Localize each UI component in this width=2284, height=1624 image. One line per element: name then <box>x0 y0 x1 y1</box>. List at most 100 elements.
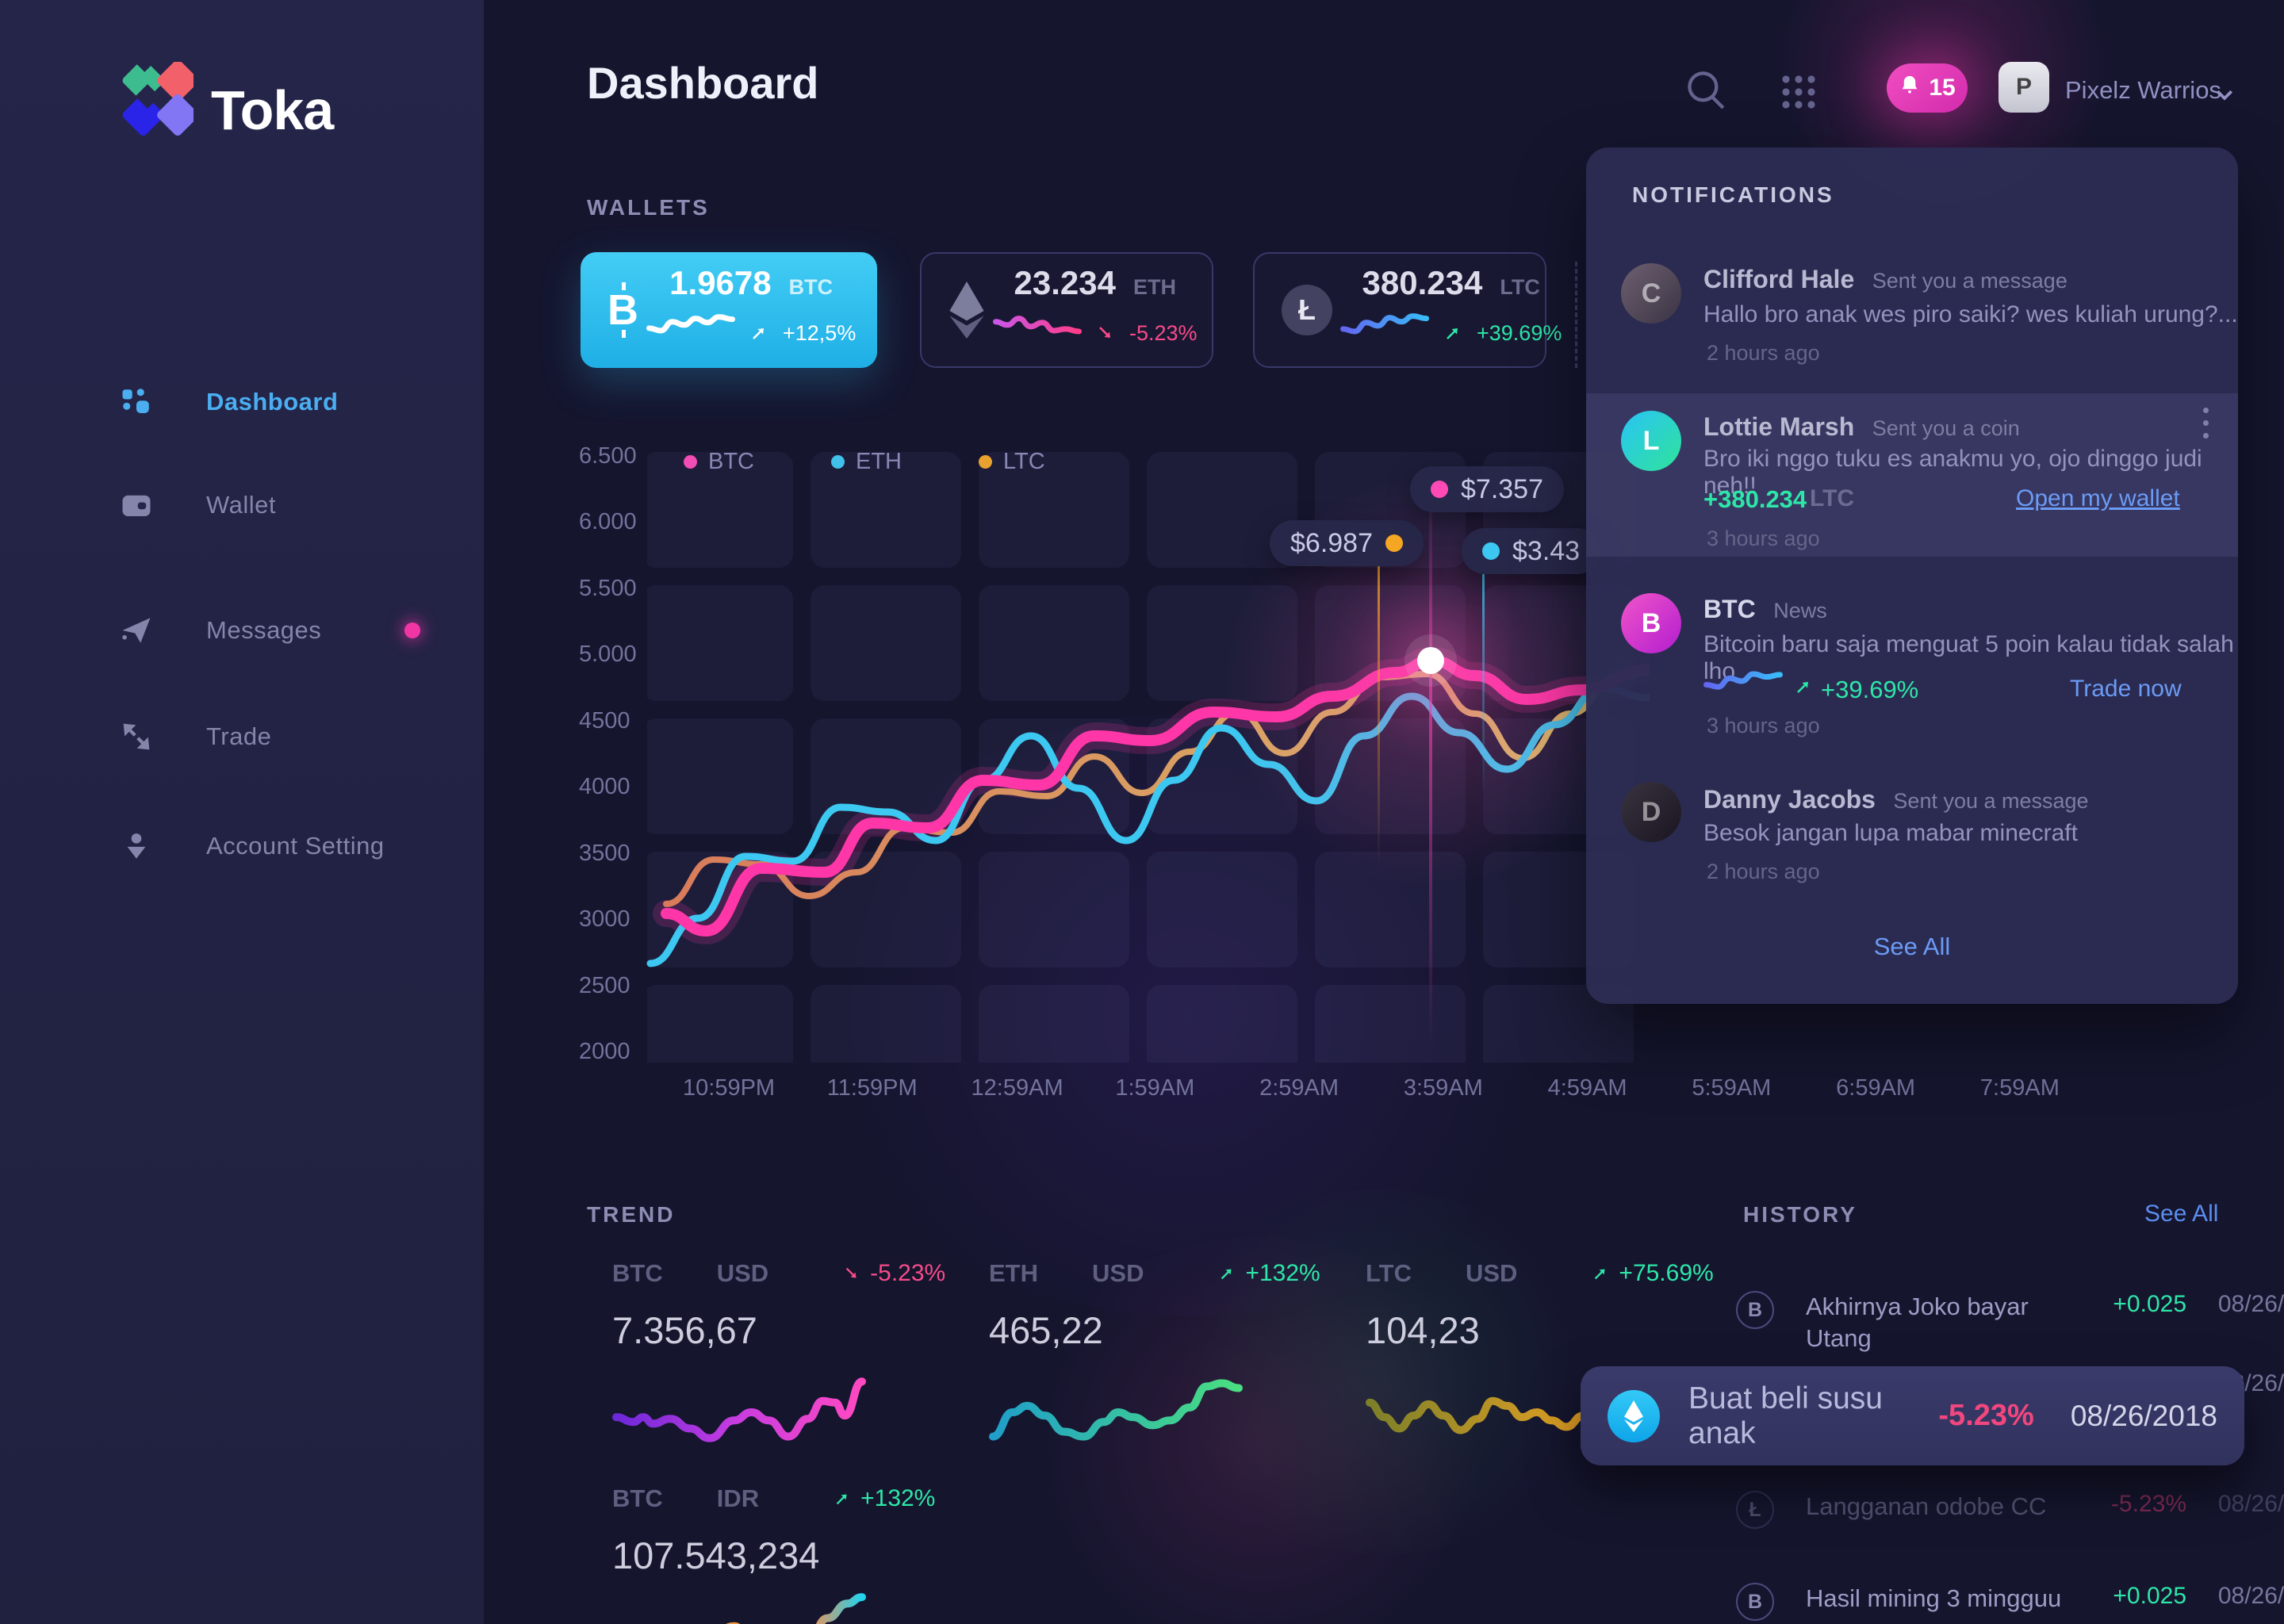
arrow-down-icon <box>845 1267 856 1278</box>
notification-message: Bitcoin baru saja menguat 5 poin kalau t… <box>1703 631 2234 684</box>
sidebar-item-label: Messages <box>206 616 322 644</box>
history-date: 08/26/2018 <box>2217 1583 2284 1609</box>
trend-quote: USD <box>1092 1259 1144 1287</box>
wallet-icon <box>119 488 154 523</box>
tooltip-value: $7.357 <box>1461 473 1543 504</box>
account-person-icon <box>119 829 154 864</box>
wallet-amount: 380.234 <box>1362 264 1483 301</box>
trend-value: 104,23 <box>1366 1309 1480 1351</box>
history-title: Hasil mining 3 mingguu <box>1806 1584 2062 1612</box>
notifications-title: NOTIFICATIONS <box>1632 182 1834 207</box>
active-point-marker <box>1417 647 1444 674</box>
wallet-sparkline <box>1340 313 1429 335</box>
news-sparkline-wrap <box>1703 668 1783 713</box>
history-row[interactable]: Ł Langganan odobe CC -5.23% 08/26/2018 <box>1736 1491 2284 1529</box>
history-section-label: HISTORY <box>1743 1202 1857 1227</box>
tooltip-ltc: $6.987 <box>1270 520 1424 566</box>
notifications-panel: NOTIFICATIONS C Clifford Hale Sent you a… <box>1586 147 2238 1004</box>
sidebar-item-trade[interactable]: Trade <box>119 711 271 762</box>
tooltip-dot <box>1385 534 1403 552</box>
wallet-card-btc[interactable]: B 1.9678 BTC +12,5% <box>581 252 877 368</box>
notification-meta: News <box>1773 599 1827 622</box>
sidebar-item-label: Account Setting <box>206 832 385 860</box>
brand-logo[interactable]: Toka <box>102 53 334 158</box>
trend-base: BTC <box>612 1259 663 1287</box>
trend-change: -5.23% <box>870 1260 946 1286</box>
notification-message: Bro iki nggo tuku es anakmu yo, ojo ding… <box>1703 446 2202 499</box>
sidebar-item-messages[interactable]: Messages <box>119 605 420 656</box>
wallet-change: -5.23% <box>1129 320 1198 345</box>
arrow-up-icon <box>836 1494 847 1505</box>
chevron-down-icon[interactable] <box>2213 82 2236 110</box>
notification-time: 2 hours ago <box>1707 341 1820 365</box>
trend-change: +132% <box>1245 1260 1320 1286</box>
trend-base: BTC <box>612 1484 663 1512</box>
eth-icon <box>948 282 985 339</box>
history-row[interactable]: B Akhirnya Joko bayar Utang +0.025 08/26… <box>1736 1291 2284 1354</box>
brand-name: Toka <box>211 79 334 141</box>
history-amount: -5.23% <box>1938 1399 2034 1432</box>
sidebar-item-label: Dashboard <box>206 388 339 416</box>
tooltip-eth: $3.43 <box>1462 528 1601 574</box>
arrow-up-icon <box>1794 677 1813 700</box>
trend-base: LTC <box>1366 1259 1412 1287</box>
trend-sparkline <box>726 1593 866 1624</box>
notification-message: Hallo bro anak wes piro saiki? wes kulia… <box>1703 301 2238 327</box>
ltc-coin-icon: Ł <box>1736 1491 1774 1529</box>
arrow-down-icon <box>1099 327 1110 338</box>
history-row[interactable]: B Hasil mining 3 mingguu +0.025 08/26/20… <box>1736 1583 2284 1621</box>
page-title: Dashboard <box>587 58 819 108</box>
btc-coin-icon: B <box>1736 1291 1774 1329</box>
history-date: 08/26/2018 <box>2070 1399 2217 1432</box>
notification-message: Besok jangan lupa mabar minecraft <box>1703 820 2078 846</box>
wallet-sparkline <box>993 316 1082 335</box>
wallet-card-ltc[interactable]: Ł 380.234 LTC +39.69% <box>1253 252 1562 368</box>
wallet-card-eth[interactable]: 23.234 ETH -5.23% <box>920 252 1213 368</box>
notification-sender: Lottie Marsh <box>1703 412 1855 441</box>
kebab-menu-icon[interactable] <box>2203 408 2209 439</box>
search-icon[interactable] <box>1683 67 1729 117</box>
notification-meta: Sent you a coin <box>1872 416 2020 440</box>
trade-now-link[interactable]: Trade now <box>2070 676 2182 702</box>
avatar: B <box>1621 593 1681 653</box>
notification-sender: BTC <box>1703 595 1756 623</box>
notification-badge[interactable]: 15 <box>1887 63 1968 113</box>
btc-coin-icon: B <box>1736 1583 1774 1621</box>
notifications-see-all[interactable]: See All <box>1873 933 1951 960</box>
user-avatar[interactable]: P <box>1998 62 2049 113</box>
wallet-sparkline <box>646 314 735 334</box>
wallet-currency: BTC <box>788 275 834 299</box>
open-wallet-link[interactable]: Open my wallet <box>2016 485 2180 511</box>
trend-value: 465,22 <box>989 1309 1103 1351</box>
trend-value: 7.356,67 <box>612 1309 757 1351</box>
sidebar-item-account-setting[interactable]: Account Setting <box>119 821 385 871</box>
dashboard-icon <box>119 385 154 419</box>
arrow-up-icon <box>1221 1269 1232 1280</box>
avatar: L <box>1621 411 1681 471</box>
sidebar-item-dashboard[interactable]: Dashboard <box>119 377 338 427</box>
history-amount: +0.025 <box>2113 1291 2186 1317</box>
trend-ltc-usd: LTC USD +75.69% 104,23 <box>1366 1259 1714 1459</box>
apps-grid-icon[interactable] <box>1780 73 1818 115</box>
messages-unread-dot <box>404 622 420 638</box>
trend-eth-usd: ETH USD +132% 465,22 <box>989 1259 1320 1459</box>
history-row-highlighted[interactable]: Buat beli susu anak -5.23% 08/26/2018 <box>1581 1366 2244 1465</box>
wallet-currency: LTC <box>1500 275 1540 299</box>
sidebar-item-label: Wallet <box>206 491 276 519</box>
trend-change: +75.69% <box>1619 1260 1714 1286</box>
trend-section-label: TREND <box>587 1202 676 1227</box>
tooltip-dot <box>1482 542 1500 560</box>
trend-value: 107.543,234 <box>612 1534 820 1576</box>
chart-x-axis: 10:59PM 11:59PM 12:59AM 1:59AM 2:59AM 3:59AM 4… <box>683 1075 2060 1101</box>
trend-sparkline <box>1366 1376 1619 1434</box>
paper-plane-icon <box>119 613 154 648</box>
btc-icon: B <box>607 282 638 338</box>
trend-sparkline <box>989 1379 1243 1441</box>
trend-quote: USD <box>1465 1259 1518 1287</box>
arrow-up-icon <box>1595 1269 1605 1280</box>
history-title: Buat beli susu anak <box>1688 1381 1883 1450</box>
history-see-all[interactable]: See All <box>2144 1201 2219 1227</box>
sidebar-item-wallet[interactable]: Wallet <box>119 480 276 530</box>
notification-item-highlighted[interactable]: L Lottie Marsh Sent you a coin Bro iki n… <box>1586 393 2238 557</box>
btc-sparkline <box>1703 671 1783 690</box>
